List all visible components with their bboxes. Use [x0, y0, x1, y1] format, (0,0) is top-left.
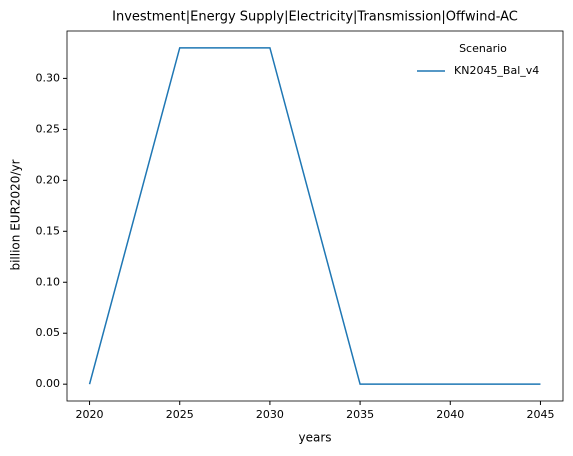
legend-title: Scenario: [459, 42, 507, 55]
y-tick-label: 0.15: [36, 224, 61, 237]
x-tick-label: 2025: [166, 408, 194, 421]
y-axis-label: billion EUR2020/yr: [9, 159, 23, 270]
line: [88, 47, 541, 385]
y-tick-label: 0.30: [36, 71, 61, 84]
chart-title: Investment|Energy Supply|Electricity|Tra…: [112, 10, 518, 25]
plot-frame: [66, 30, 564, 402]
x-tick-label: 2045: [526, 408, 554, 421]
y-tick-label: 0.10: [36, 275, 61, 288]
y-tick-label: 0.25: [36, 122, 61, 135]
legend-label: KN2045_Bal_v4: [454, 64, 539, 77]
x-axis-label: years: [298, 431, 331, 445]
y-tick-label: 0.00: [36, 377, 61, 390]
x-tick-label: 2035: [346, 408, 374, 421]
x-tick-label: 2040: [436, 408, 464, 421]
x-tick-label: 2030: [256, 408, 284, 421]
x-tick-label: 2020: [76, 408, 104, 421]
y-tick-label: 0.20: [36, 173, 61, 186]
y-tick-label: 0.05: [36, 326, 61, 339]
